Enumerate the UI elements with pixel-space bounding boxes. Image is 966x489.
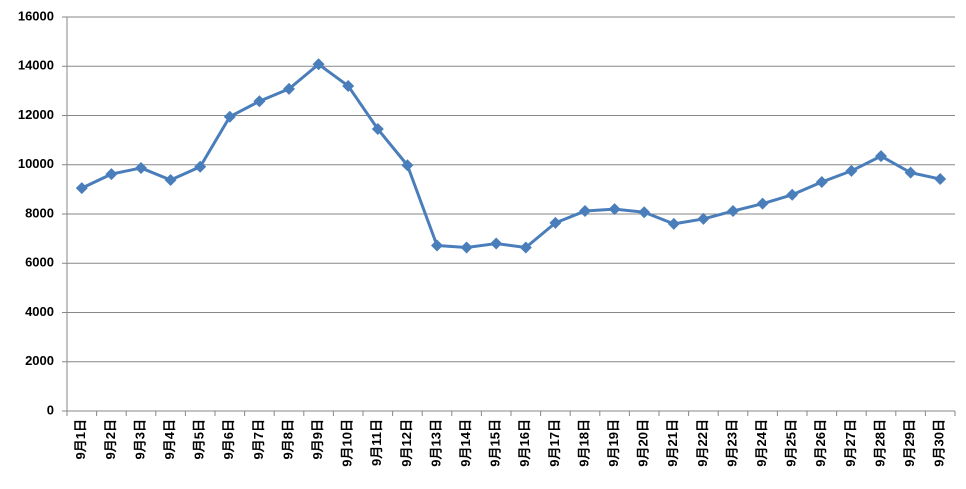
x-tick-label: 9月19日 xyxy=(606,419,621,467)
y-tick-label: 0 xyxy=(47,402,54,417)
x-tick-label: 9月18日 xyxy=(576,419,591,467)
marker xyxy=(845,164,858,177)
x-tick-label: 9月10日 xyxy=(340,419,355,467)
marker xyxy=(135,161,147,174)
marker xyxy=(727,205,739,218)
x-tick-label: 9月13日 xyxy=(428,419,443,467)
marker xyxy=(638,206,651,219)
x-tick-label: 9月16日 xyxy=(517,419,532,467)
marker xyxy=(431,239,443,252)
y-tick-label: 6000 xyxy=(25,255,54,270)
x-tick-label: 9月29日 xyxy=(902,419,917,467)
marker xyxy=(667,217,680,230)
y-tick-label: 2000 xyxy=(25,353,54,368)
x-tick-label: 9月2日 xyxy=(103,419,118,459)
marker xyxy=(549,216,562,229)
y-tick-label: 4000 xyxy=(25,304,54,319)
marker xyxy=(490,237,503,250)
x-tick-label: 9月25日 xyxy=(784,419,799,467)
x-tick-label: 9月5日 xyxy=(192,419,207,459)
x-tick-label: 9月15日 xyxy=(488,419,503,467)
x-tick-label: 9月26日 xyxy=(813,419,828,467)
x-tick-label: 9月17日 xyxy=(547,419,562,467)
marker xyxy=(579,205,591,218)
x-tick-label: 9月8日 xyxy=(280,419,295,459)
marker xyxy=(934,173,947,186)
x-tick-label: 9月14日 xyxy=(458,419,473,467)
x-tick-label: 9月23日 xyxy=(724,419,739,467)
marker xyxy=(253,95,266,108)
x-tick-label: 9月28日 xyxy=(872,419,887,467)
marker xyxy=(342,79,355,92)
y-tick-label: 16000 xyxy=(18,8,54,23)
x-tick-label: 9月3日 xyxy=(132,419,147,459)
marker xyxy=(875,150,887,163)
marker xyxy=(283,82,295,95)
marker xyxy=(164,174,177,187)
marker xyxy=(786,188,799,201)
x-tick-label: 9月27日 xyxy=(843,419,858,467)
x-tick-label: 9月4日 xyxy=(162,419,177,459)
marker xyxy=(697,212,710,225)
marker xyxy=(815,175,828,188)
y-tick-label: 10000 xyxy=(18,156,54,171)
y-tick-label: 8000 xyxy=(25,205,54,220)
marker xyxy=(312,58,325,71)
x-tick-label: 9月21日 xyxy=(665,419,680,467)
marker xyxy=(519,241,532,254)
y-tick-label: 14000 xyxy=(18,58,54,73)
marker xyxy=(371,123,384,136)
marker xyxy=(194,160,207,173)
line xyxy=(81,62,941,249)
marker xyxy=(460,241,473,254)
x-tick-label: 9月12日 xyxy=(399,419,414,467)
x-tick-label: 9月6日 xyxy=(221,419,236,459)
x-tick-label: 9月30日 xyxy=(932,419,947,467)
marker xyxy=(904,166,917,179)
marker xyxy=(105,168,118,181)
x-tick-label: 9月1日 xyxy=(73,419,88,459)
x-tick-label: 9月22日 xyxy=(695,419,710,467)
x-tick-label: 9月24日 xyxy=(754,419,769,467)
x-tick-label: 9月20日 xyxy=(636,419,651,467)
marker xyxy=(75,182,88,195)
marker xyxy=(401,159,414,172)
x-tick-label: 9月11日 xyxy=(369,419,384,466)
x-tick-label: 9月9日 xyxy=(310,419,325,459)
x-tick-label: 9月7日 xyxy=(251,419,266,459)
marker xyxy=(608,203,621,216)
y-tick-label: 12000 xyxy=(18,107,54,122)
marker xyxy=(756,197,769,210)
marker xyxy=(223,110,236,123)
